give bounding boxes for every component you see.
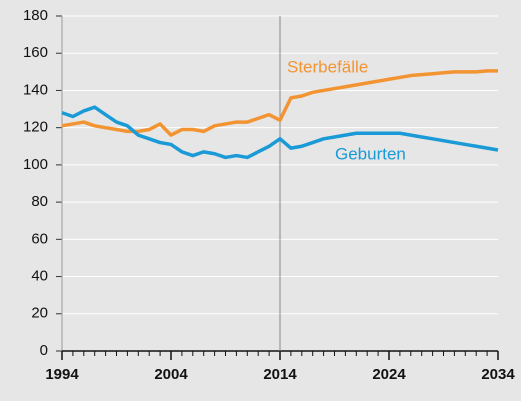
y-tick-label: 20 xyxy=(31,305,48,322)
x-tick-label: 2024 xyxy=(372,366,406,383)
y-tick-label: 120 xyxy=(23,119,48,136)
y-tick-label: 80 xyxy=(31,193,48,210)
y-tick-label: 100 xyxy=(23,156,48,173)
line-series xyxy=(61,105,499,160)
y-tick-label: 160 xyxy=(23,44,48,61)
y-tick-label: 40 xyxy=(31,268,48,285)
y-tick-label: 60 xyxy=(31,230,48,247)
y-tick-label: 180 xyxy=(23,7,48,24)
x-tick-label: 2014 xyxy=(263,366,297,383)
series-label: Geburten xyxy=(335,144,406,163)
x-tick-label: 2004 xyxy=(154,366,188,383)
x-tick-label: 2034 xyxy=(481,366,515,383)
x-tick-label: 1994 xyxy=(45,366,79,383)
y-tick-label: 0 xyxy=(40,342,48,359)
y-tick-label: 140 xyxy=(23,81,48,98)
series-label: Sterbefälle xyxy=(287,57,368,76)
